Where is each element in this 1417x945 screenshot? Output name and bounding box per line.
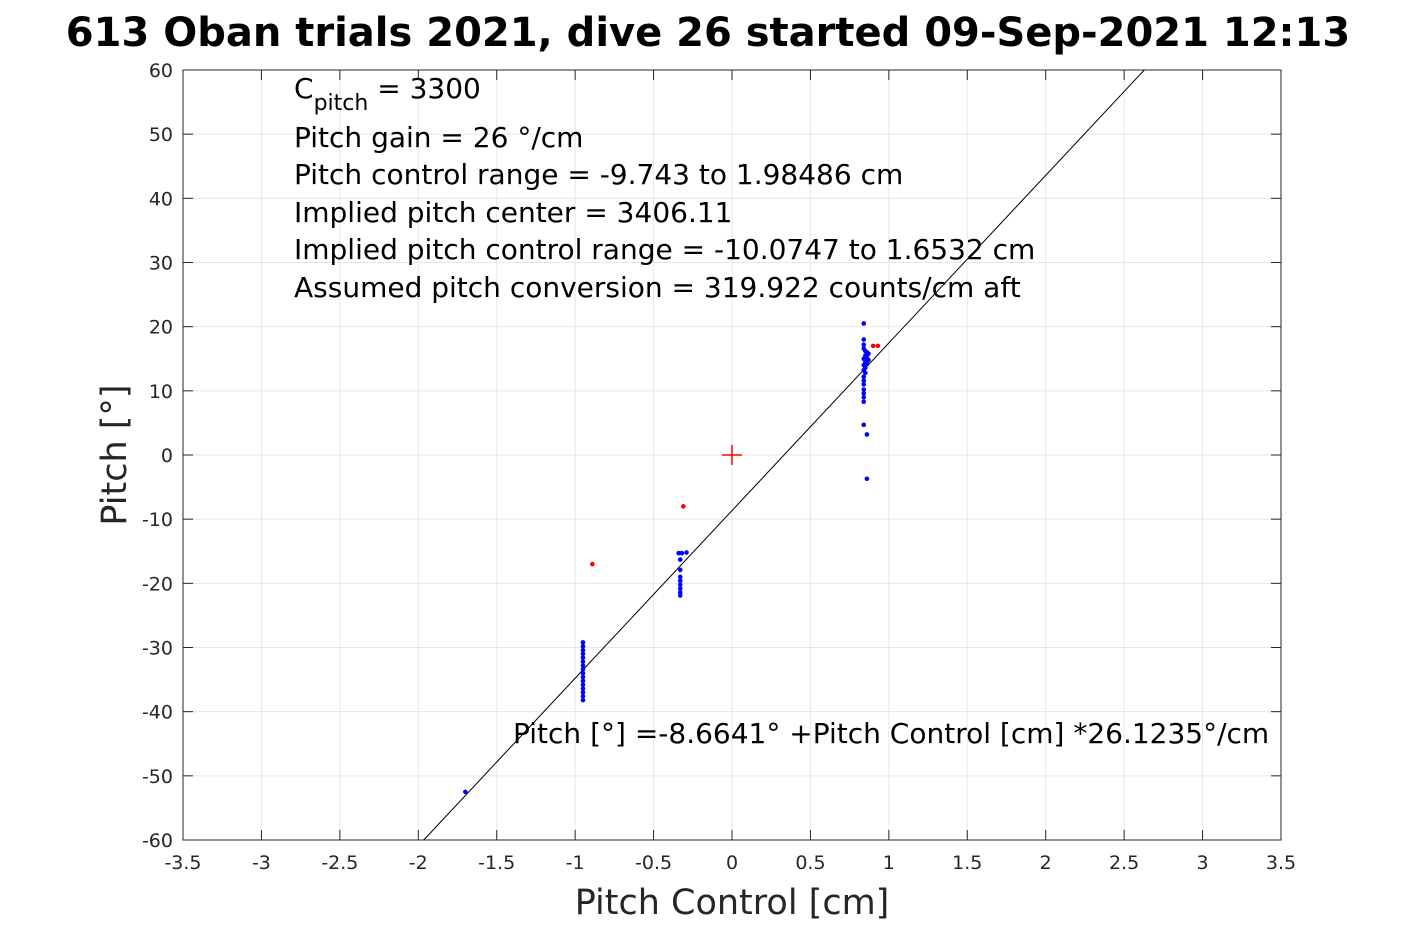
annotation-cpitch-main: C xyxy=(294,72,314,105)
fit-equation-label: Pitch [°] =-8.6641° +Pitch Control [cm] … xyxy=(513,717,1269,750)
y-tick-label: 50 xyxy=(149,124,173,146)
x-tick-label: 1.5 xyxy=(952,852,982,874)
data-point-included xyxy=(580,655,586,661)
y-axis-label: Pitch [°] xyxy=(95,384,135,525)
data-point-included xyxy=(861,378,867,383)
y-tick-label: 30 xyxy=(149,253,173,275)
data-point-included xyxy=(580,640,586,645)
data-point-included xyxy=(580,651,586,657)
data-point-included xyxy=(861,337,867,342)
y-tick-label: 0 xyxy=(161,445,173,467)
y-tick-label: -20 xyxy=(142,573,173,595)
x-tick-label: -3.5 xyxy=(164,852,201,874)
x-axis-label: Pitch Control [cm] xyxy=(575,883,890,923)
x-tick-label: 0.5 xyxy=(795,852,825,874)
data-point-included xyxy=(861,394,867,400)
y-tick-label: 40 xyxy=(149,188,173,210)
data-point-included xyxy=(580,682,586,688)
data-point-included xyxy=(580,670,586,676)
y-tick-label: -50 xyxy=(142,766,173,788)
y-tick-label: -40 xyxy=(142,702,173,724)
data-point-included xyxy=(861,387,867,392)
y-tick-label: -60 xyxy=(142,830,173,852)
x-tick-label: 3 xyxy=(1197,852,1209,874)
points-layer xyxy=(463,321,881,795)
fit-line-layer xyxy=(423,69,1145,841)
data-point-included xyxy=(861,342,867,347)
data-point-included xyxy=(861,399,867,405)
data-point-included xyxy=(580,659,586,664)
y-tick-label: 60 xyxy=(149,60,173,82)
data-point-included xyxy=(580,663,586,668)
data-point-included xyxy=(863,370,868,376)
x-tick-label: 1 xyxy=(883,852,895,874)
data-point-included xyxy=(580,674,586,680)
chart-title: 613 Oban trials 2021, dive 26 started 09… xyxy=(66,10,1350,56)
data-point-included xyxy=(677,567,683,573)
fit-line xyxy=(423,69,1145,841)
data-point-included xyxy=(677,593,683,598)
x-tick-label: -3 xyxy=(252,852,271,874)
annotation-block: Cpitch = 3300 Pitch gain = 26 °/cm Pitch… xyxy=(294,72,1035,304)
annotation-cpitch: Cpitch = 3300 xyxy=(294,72,481,116)
x-tick-label: -2 xyxy=(409,852,428,874)
data-point-included xyxy=(677,578,683,584)
annotation-conversion: Assumed pitch conversion = 319.922 count… xyxy=(294,271,1021,304)
y-tick-label: -30 xyxy=(142,638,173,660)
annotation-implied-center: Implied pitch center = 3406.11 xyxy=(294,196,732,229)
annotation-cpitch-sub: pitch xyxy=(314,91,369,116)
data-point-included xyxy=(580,647,586,653)
data-point-included xyxy=(580,678,586,684)
data-point-included xyxy=(861,382,867,387)
data-point-included xyxy=(580,667,586,672)
data-point-included xyxy=(861,422,867,428)
y-tick-label: 20 xyxy=(149,317,173,339)
x-tick-label: -1 xyxy=(566,852,585,874)
annotation-control-range: Pitch control range = -9.743 to 1.98486 … xyxy=(294,158,903,191)
x-tick-label: 2.5 xyxy=(1109,852,1139,874)
data-point-included xyxy=(463,789,468,795)
x-tick-label: 2 xyxy=(1040,852,1052,874)
x-tick-label: -1.5 xyxy=(478,852,515,874)
grid xyxy=(182,69,1282,841)
data-point-excluded xyxy=(681,504,686,509)
annotation-pitch-gain: Pitch gain = 26 °/cm xyxy=(294,121,583,154)
data-point-excluded xyxy=(875,343,881,349)
data-point-included xyxy=(677,582,683,587)
x-tick-label: -0.5 xyxy=(635,852,672,874)
x-axis-ticks: -3.5 -3 -2.5 -2 -1.5 -1 -0.5 0 0.5 1 1.5 2 2.5 3 3.5 xyxy=(164,70,1296,874)
data-point-included xyxy=(864,432,870,437)
data-point-included xyxy=(580,693,586,699)
data-point-included xyxy=(580,690,586,695)
data-point-included xyxy=(677,557,683,562)
y-tick-label: -10 xyxy=(142,509,173,531)
data-point-excluded xyxy=(590,561,595,567)
x-tick-label: 0 xyxy=(726,852,738,874)
data-point-included xyxy=(580,697,586,703)
data-point-excluded xyxy=(870,343,876,349)
center-marker-layer xyxy=(722,445,742,465)
x-tick-label: 3.5 xyxy=(1266,852,1296,874)
data-point-included xyxy=(684,550,689,555)
annotation-implied-range: Implied pitch control range = -10.0747 t… xyxy=(294,233,1035,266)
y-tick-label: 10 xyxy=(149,381,173,403)
annotation-cpitch-value: = 3300 xyxy=(368,72,481,105)
data-point-included xyxy=(679,550,685,556)
x-tick-label: -2.5 xyxy=(321,852,358,874)
data-point-included xyxy=(677,590,683,595)
data-point-included xyxy=(677,574,683,580)
data-point-included xyxy=(677,586,683,591)
data-point-included xyxy=(861,321,867,326)
data-point-included xyxy=(580,686,586,691)
data-point-included xyxy=(861,391,867,396)
data-point-included xyxy=(861,374,867,380)
y-axis-ticks: -60 -50 -40 -30 -20 -10 0 10 20 30 40 50 60 xyxy=(142,60,1281,852)
data-point-included xyxy=(864,476,870,482)
data-point-included xyxy=(580,643,586,649)
